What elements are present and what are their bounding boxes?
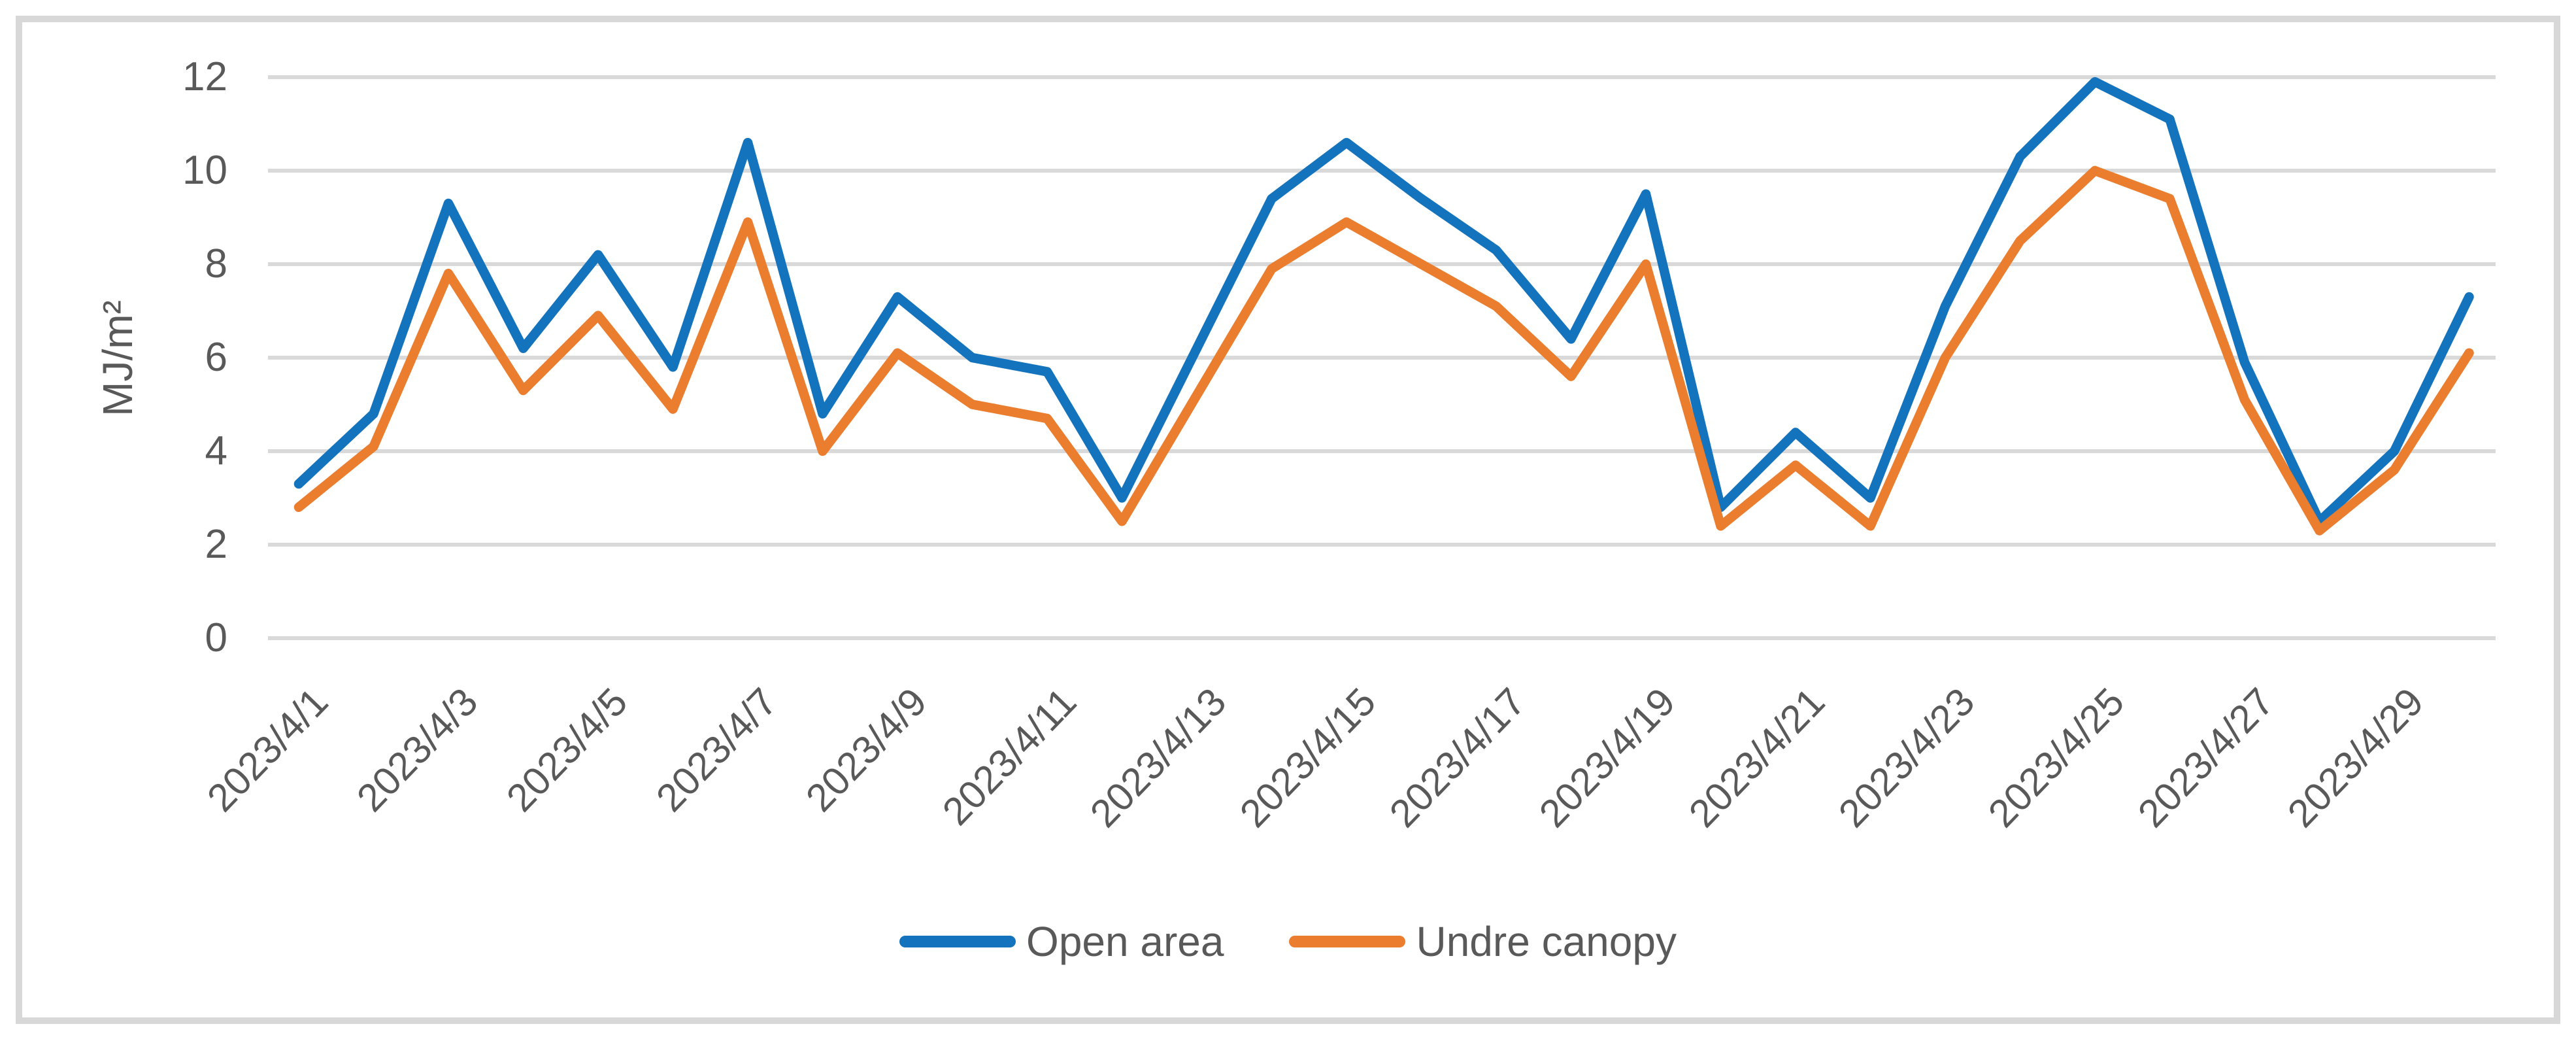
- y-tick-label-2: 2: [205, 522, 227, 567]
- y-tick-label-6: 6: [205, 335, 227, 380]
- legend-label-open-area: Open area: [1026, 918, 1224, 965]
- y-tick-label-4: 4: [205, 428, 227, 473]
- legend-item-open-area: Open area: [899, 915, 1224, 968]
- y-tick-label-8: 8: [205, 241, 227, 286]
- y-tick-label-12: 12: [182, 54, 227, 99]
- series-line-undre-canopy: [293, 165, 2474, 536]
- legend-swatch-undre-canopy: [1289, 936, 1406, 947]
- legend-swatch-open-area: [899, 936, 1016, 947]
- legend-label-undre-canopy: Undre canopy: [1416, 918, 1677, 965]
- y-tick-label-0: 0: [205, 615, 227, 660]
- legend: Open area Undre canopy: [0, 915, 2576, 968]
- gridlines: [268, 75, 2496, 640]
- legend-item-undre-canopy: Undre canopy: [1289, 915, 1677, 968]
- series-lines: [293, 77, 2474, 536]
- series-line-open-area: [293, 77, 2474, 526]
- y-tick-label-10: 10: [182, 148, 227, 193]
